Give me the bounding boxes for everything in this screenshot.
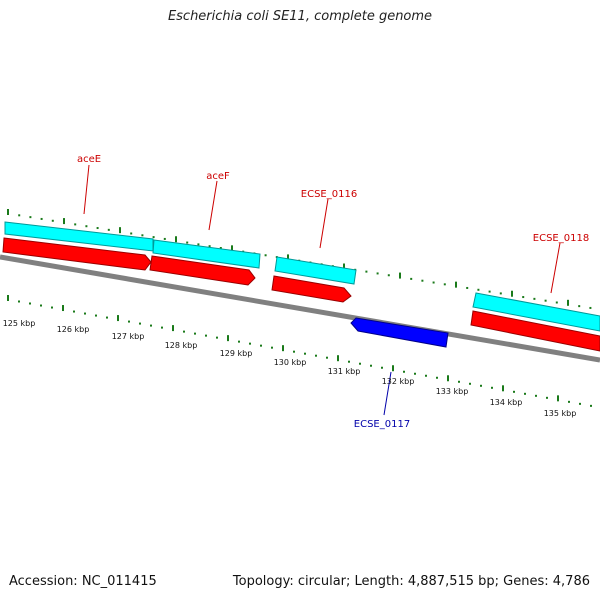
feature-track: aceE aceF ECSE_0116 ECSE_0118 ECSE_0117	[2, 154, 600, 430]
feature-ECSE_0117-leader	[383, 371, 392, 416]
genome-summary-text: Topology: circular; Length: 4,887,515 bp…	[232, 574, 590, 589]
feature-aceF-outline	[152, 239, 261, 269]
feature-ECSE_0118-leader	[550, 242, 561, 294]
feature-ECSE_0116[interactable]: ECSE_0116	[271, 189, 357, 303]
ruler-label: 130 kbp	[274, 358, 307, 367]
feature-ECSE_0116-cds	[271, 275, 352, 303]
feature-aceF-label: aceF	[206, 171, 230, 182]
ruler-label: 125 kbp	[3, 319, 36, 328]
feature-aceE[interactable]: aceE	[2, 154, 154, 271]
feature-aceF-leader	[208, 180, 218, 231]
feature-ECSE_0116-leader	[319, 198, 329, 249]
feature-ECSE_0118[interactable]: ECSE_0118	[470, 233, 600, 352]
feature-ECSE_0118-label: ECSE_0118	[533, 233, 589, 244]
feature-ECSE_0117-cds	[350, 317, 449, 348]
ruler-label: 127 kbp	[112, 332, 145, 341]
feature-aceF-cds	[149, 255, 256, 286]
feature-aceE-cds	[2, 237, 152, 271]
feature-ECSE_0116-label: ECSE_0116	[301, 189, 357, 200]
ruler-label: 133 kbp	[436, 387, 469, 396]
ruler-label: 129 kbp	[220, 349, 253, 358]
feature-ECSE_0117-label: ECSE_0117	[354, 419, 410, 430]
ruler-label: 134 kbp	[490, 398, 523, 407]
feature-ECSE_0118-cds	[470, 310, 600, 352]
feature-ECSE_0118-outline	[472, 292, 600, 332]
feature-aceF[interactable]: aceF	[149, 171, 261, 286]
feature-ECSE_0116-outline	[274, 256, 357, 285]
feature-ECSE_0117[interactable]: ECSE_0117	[350, 317, 449, 430]
inner-tick-ring	[7, 295, 592, 407]
ruler-label: 135 kbp	[544, 409, 577, 418]
genome-backbone	[0, 254, 600, 363]
accession-text: Accession: NC_011415	[9, 574, 157, 589]
ruler-label: 126 kbp	[57, 325, 90, 334]
ruler-label: 128 kbp	[165, 341, 198, 350]
ruler-label: 132 kbp	[382, 377, 415, 386]
feature-aceE-label: aceE	[77, 154, 101, 165]
feature-aceE-leader	[83, 164, 90, 215]
map-title: Escherichia coli SE11, complete genome	[167, 9, 433, 24]
ruler-labels: 125 kbp 126 kbp 127 kbp 128 kbp 129 kbp 130 k…	[3, 319, 577, 418]
ruler-label: 131 kbp	[328, 367, 361, 376]
outer-tick-ring	[7, 209, 592, 309]
